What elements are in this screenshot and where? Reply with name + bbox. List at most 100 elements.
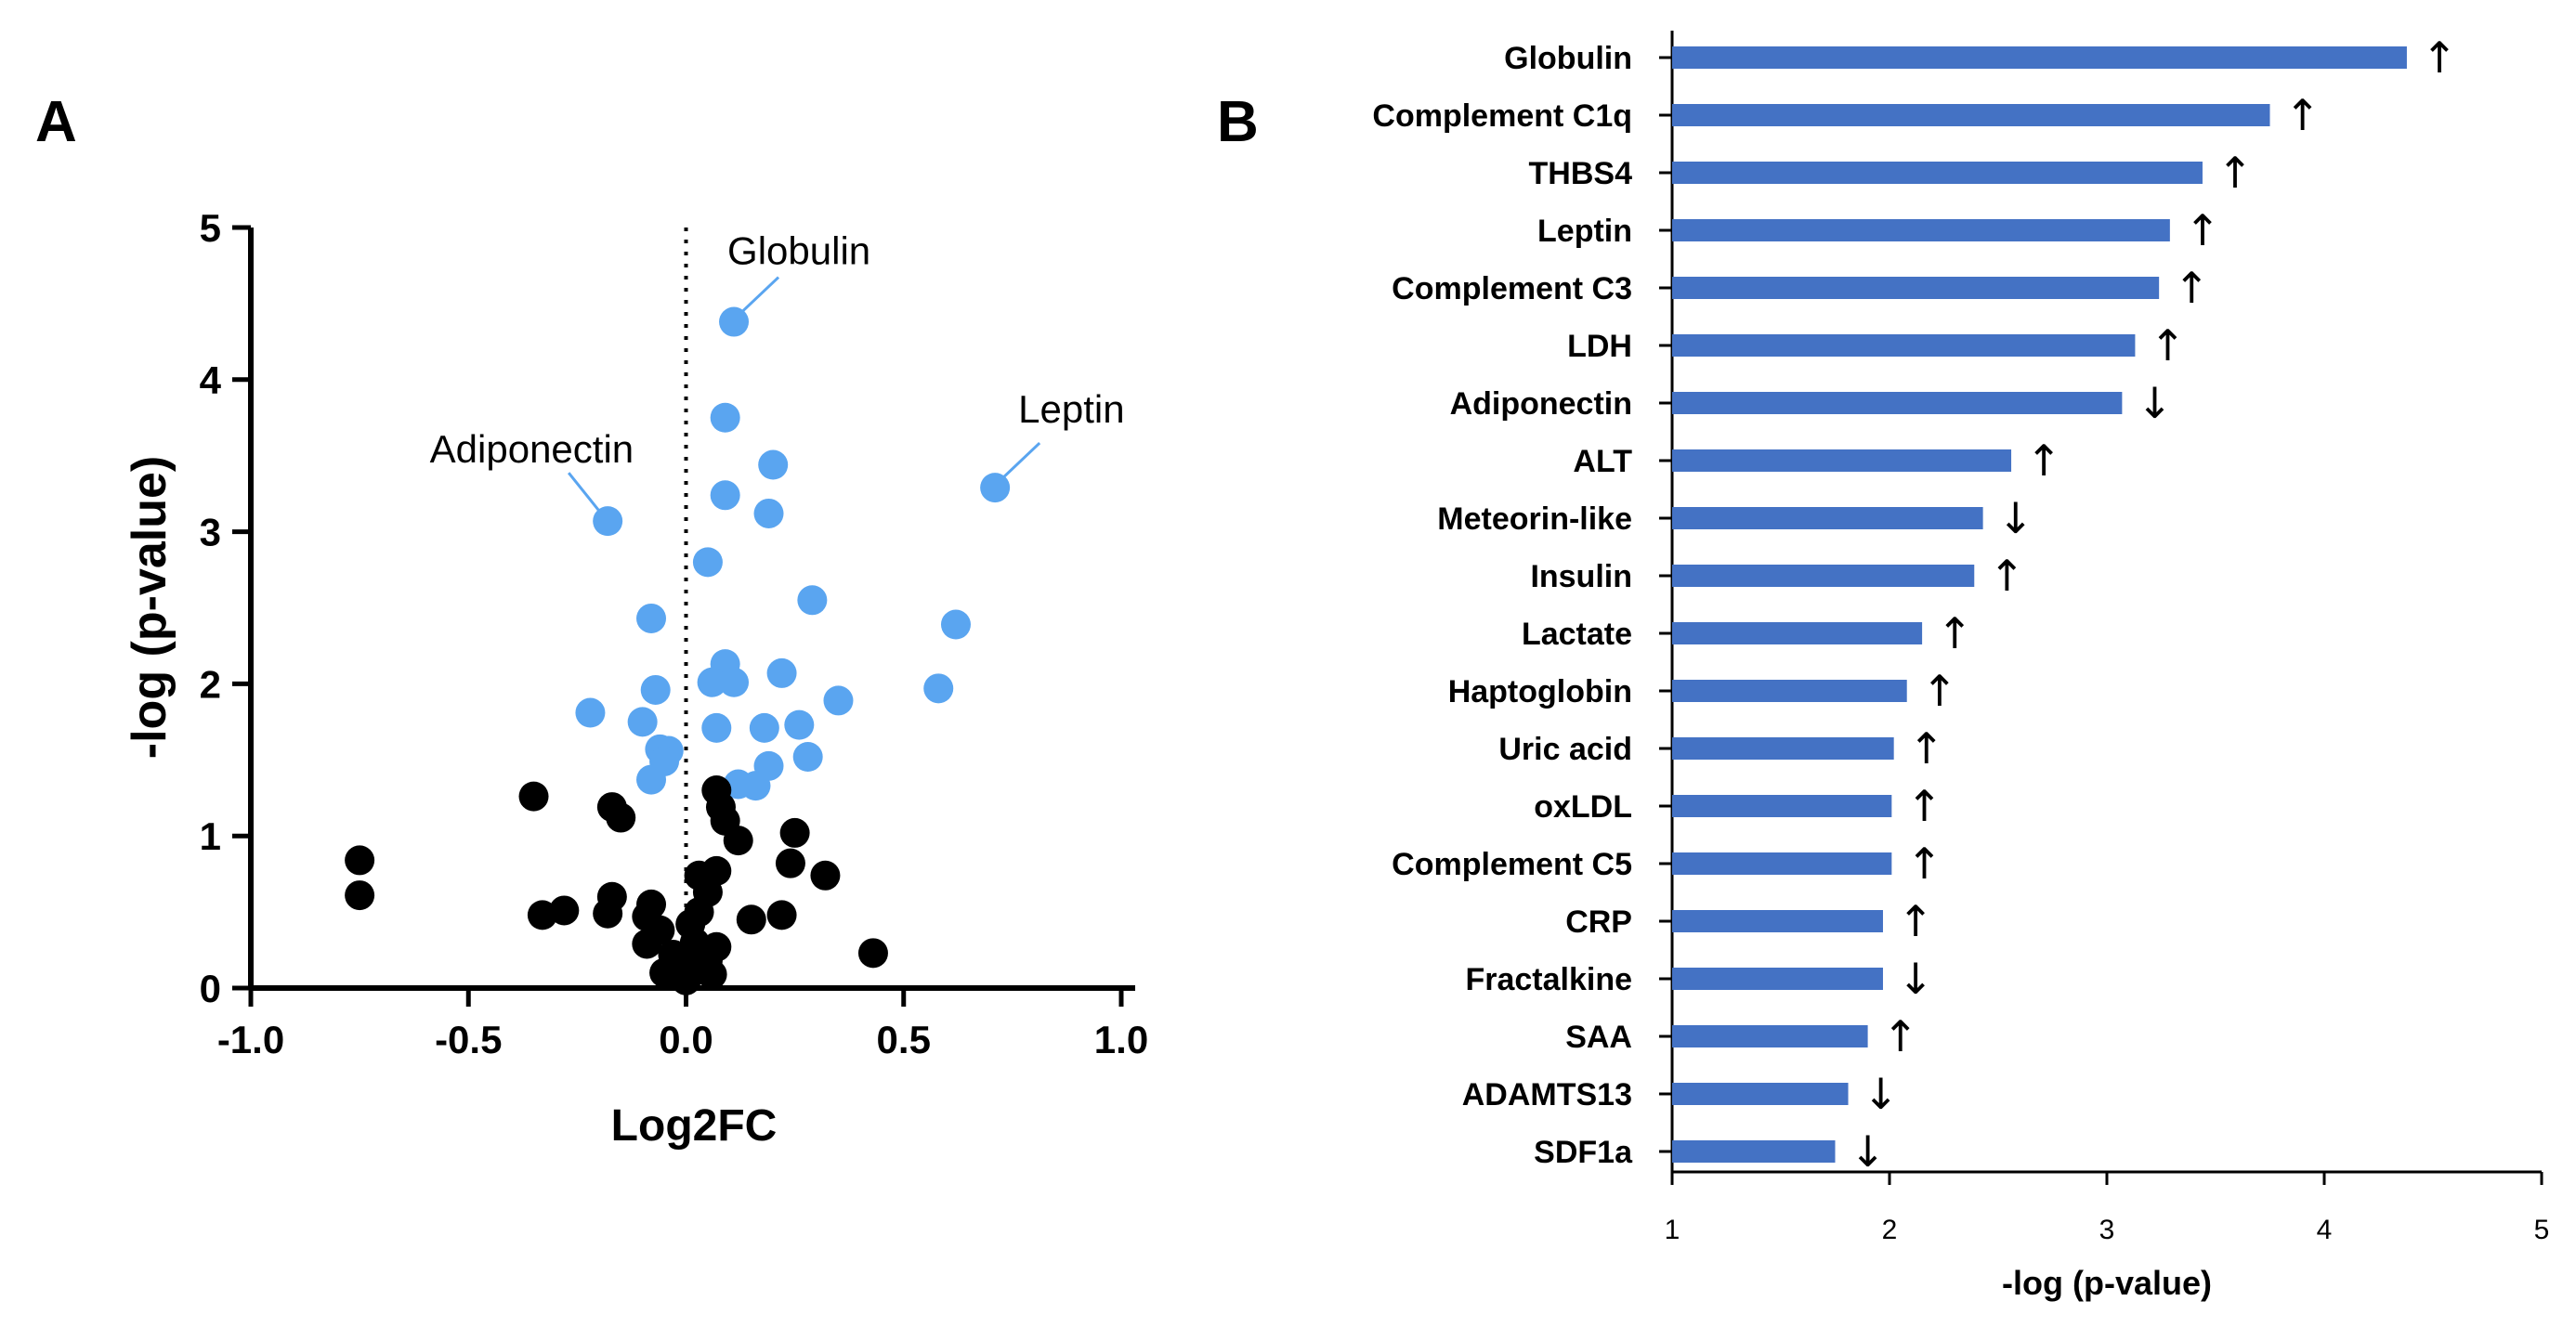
panel-b-bar	[1672, 622, 1923, 644]
panel-a-x-tick-label: -0.5	[435, 1018, 502, 1061]
panel-b-x-tick-label: 4	[2317, 1215, 2333, 1245]
panel-b-category-label: Complement C1q	[1372, 98, 1632, 134]
arrow-up-icon: ↑	[2217, 148, 2254, 198]
panel-b-category-label: ALT	[1573, 444, 1632, 479]
arrow-up-icon: ↑	[2185, 205, 2221, 255]
panel-a-point-nonsignificant	[775, 848, 805, 878]
panel-a-callout-line	[742, 276, 780, 312]
panel-a-x-title: Log2FC	[611, 1101, 778, 1151]
arrow-up-icon: ↑	[1989, 551, 2025, 601]
arrow-up-icon: ↑	[1882, 1011, 1918, 1061]
arrow-up-icon: ↑	[1908, 723, 1944, 774]
panel-b-category-label: Uric acid	[1498, 732, 1632, 767]
panel-a-point-nonsignificant	[518, 781, 549, 812]
panel-a-point-significant	[823, 685, 854, 716]
arrow-down-icon: ↓	[1898, 954, 1934, 1004]
panel-b-category-label: Haptoglobin	[1448, 674, 1632, 709]
panel-b-bar	[1672, 1025, 1868, 1047]
panel-a-points	[345, 306, 1011, 995]
arrow-up-icon: ↑	[2284, 90, 2321, 140]
panel-b-bar	[1672, 104, 2270, 126]
panel-b-category-label: Insulin	[1530, 559, 1632, 594]
panel-b-bar	[1672, 46, 2407, 69]
panel-b-bar	[1672, 392, 2123, 414]
panel-b-category-label: Fractalkine	[1465, 962, 1632, 997]
panel-b-x-tick-label: 3	[2099, 1215, 2115, 1245]
panel-b-letter: B	[1217, 90, 1259, 154]
panel-b-category-label: Complement C3	[1392, 271, 1632, 306]
panel-b-bar	[1672, 852, 1892, 875]
panel-b-bars	[1659, 46, 2407, 1163]
panel-b-x-tick-label: 2	[1882, 1215, 1898, 1245]
panel-a-point-significant	[784, 709, 815, 740]
arrow-up-icon: ↑	[1921, 666, 1957, 716]
panel-b-bar	[1672, 162, 2203, 184]
panel-b-bar	[1672, 1083, 1849, 1105]
panel-b-bar	[1672, 334, 2136, 357]
panel-a-point-significant	[627, 707, 658, 737]
panel-a-annotation-globulin: Globulin	[727, 229, 870, 273]
panel-a-x-tick-label: 1.0	[1094, 1018, 1148, 1061]
panel-a-point-nonsignificant	[810, 860, 841, 891]
panel-a-x-tick-label: 0.5	[877, 1018, 931, 1061]
panel-a-callout-line	[1003, 442, 1041, 478]
panel-b-bar	[1672, 737, 1894, 760]
panel-b-category-label: Lactate	[1522, 617, 1632, 652]
panel-a-point-nonsignificant	[766, 900, 797, 930]
arrow-up-icon: ↑	[2422, 33, 2458, 83]
panel-b-category-label: Meteorin-like	[1437, 501, 1632, 537]
panel-b-x-title: -log (p-value)	[2002, 1264, 2212, 1302]
panel-a-y-title: -log (p-value)	[123, 456, 177, 759]
panel-a-point-significant	[710, 402, 740, 433]
panel-a-point-nonsignificant	[606, 802, 636, 833]
arrow-up-icon: ↑	[2026, 436, 2062, 486]
panel-a-point-significant	[640, 674, 671, 705]
panel-a-point-significant	[719, 306, 750, 337]
arrow-down-icon: ↓	[1850, 1126, 1886, 1177]
panel-a-point-significant	[740, 771, 771, 801]
panel-a-point-nonsignificant	[779, 817, 810, 848]
panel-b-category-labels: Globulin Complement C1q THBS4 Leptin Complem…	[1372, 41, 1633, 1170]
panel-a-point-significant	[636, 764, 667, 795]
panel-a-ticks: -1.0 -0.5 0.0 0.5 1.0 0 1 2 3 4 5	[200, 206, 1149, 1061]
panel-a-y-tick-label: 1	[200, 814, 221, 858]
arrow-up-icon: ↑	[1906, 781, 1942, 831]
panel-a-y-tick-label: 4	[200, 358, 222, 402]
panel-b-bar	[1672, 449, 2012, 472]
panel-a-annotation-leptin: Leptin	[1018, 387, 1124, 431]
panel-a-point-significant	[575, 697, 606, 728]
panel-a-y-tick-label: 3	[200, 511, 221, 554]
panel-a-point-nonsignificant	[666, 950, 697, 981]
panel-b-category-label: CRP	[1565, 904, 1632, 940]
panel-a-point-nonsignificant	[697, 959, 727, 990]
panel-a-point-nonsignificant	[857, 938, 888, 969]
panel-a-point-significant	[749, 712, 779, 743]
panel-a-point-nonsignificant	[736, 904, 766, 935]
arrow-up-icon: ↑	[1906, 839, 1942, 889]
panel-b-bar	[1672, 795, 1892, 817]
panel-a-point-significant	[758, 449, 789, 480]
panel-a-point-nonsignificant	[549, 895, 580, 926]
arrow-up-icon: ↑	[1937, 608, 1973, 658]
panel-a-point-nonsignificant	[345, 845, 375, 876]
panel-b-x-tick-label: 5	[2534, 1215, 2550, 1245]
panel-b-bar	[1672, 968, 1883, 990]
arrow-down-icon: ↓	[2137, 378, 2173, 428]
panel-b-category-label: Adiponectin	[1450, 386, 1632, 422]
panel-a-point-significant	[980, 473, 1011, 503]
panel-b-category-label: ADAMTS13	[1462, 1077, 1632, 1112]
panel-b-category-label: LDH	[1567, 329, 1632, 364]
panel-a-point-significant	[636, 603, 667, 633]
panel-a-letter: A	[35, 90, 77, 154]
panel-a-point-significant	[701, 712, 732, 743]
panel-b: B 1 2 3 4 5 Globulin Complement C1q THBS4 Lepti…	[1217, 31, 2549, 1302]
arrow-up-icon: ↑	[2174, 263, 2210, 313]
panel-a-point-significant	[797, 585, 828, 616]
panel-b-category-label: Leptin	[1537, 214, 1632, 249]
panel-a-point-significant	[940, 609, 971, 640]
panel-a-point-nonsignificant	[345, 880, 375, 911]
panel-a-point-significant	[923, 673, 954, 704]
panel-a-point-significant	[692, 547, 723, 578]
panel-a-annotation-adiponectin: Adiponectin	[430, 427, 634, 471]
